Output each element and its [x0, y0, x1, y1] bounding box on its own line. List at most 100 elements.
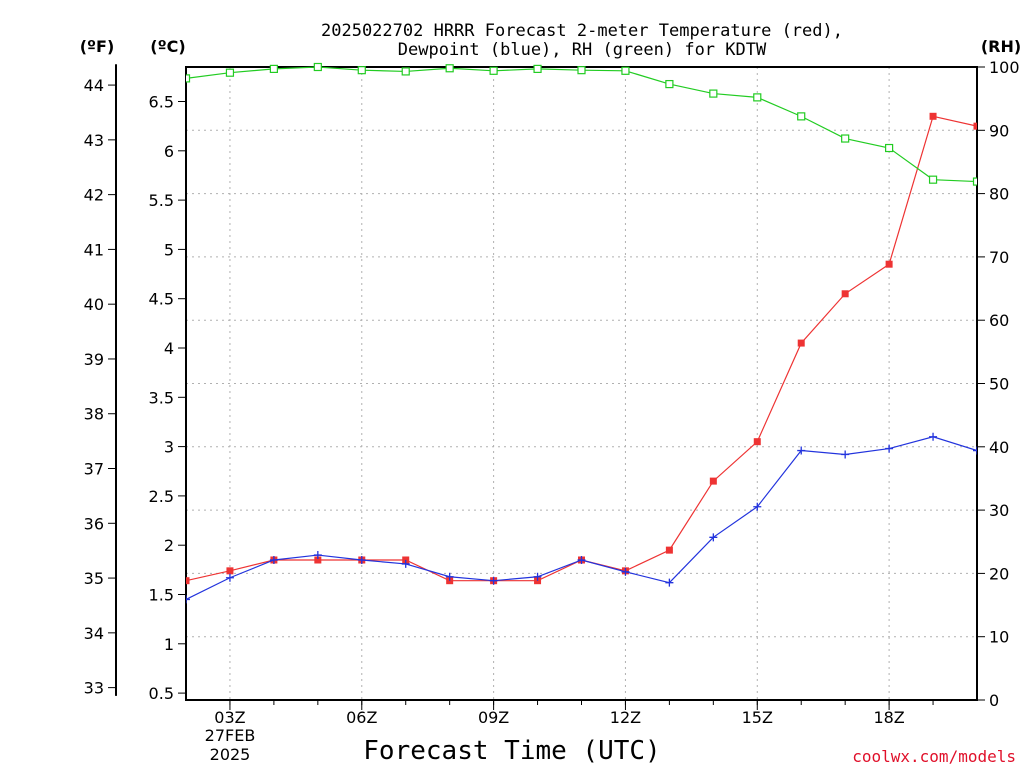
y-tick-label-celsius: 5.5: [149, 191, 174, 210]
data-point-rh: [577, 66, 586, 75]
y-tick-label-celsius: 4: [164, 339, 174, 358]
data-point-rh: [313, 62, 322, 72]
data-point-rh: [489, 66, 498, 75]
data-point-dewpoint: [797, 446, 806, 455]
data-point-rh: [797, 112, 806, 121]
x-tick-label: 15Z: [742, 708, 773, 727]
data-point-dewpoint: [665, 578, 674, 587]
data-point-dewpoint: [577, 555, 586, 564]
y-tick-label-fahrenheit: 37: [84, 460, 104, 479]
series-line-temperature: [186, 115, 977, 582]
y-tick-label-rh: 10: [989, 628, 1009, 647]
data-point-dewpoint: [885, 444, 894, 453]
data-point-rh: [753, 93, 762, 102]
series-line-dewpoint: [186, 436, 977, 600]
y-tick-label-celsius: 6.5: [149, 93, 174, 112]
data-point-rh: [533, 64, 542, 73]
y-tick-label-fahrenheit: 36: [84, 514, 104, 533]
unit-label-fahrenheit: (ºF): [80, 37, 115, 56]
data-point-dewpoint: [401, 559, 410, 568]
chart-title-line2: Dewpoint (blue), RH (green) for KDTW: [398, 40, 767, 60]
data-point-rh: [885, 143, 894, 153]
data-point-rh: [972, 177, 977, 186]
y-tick-label-celsius: 4.5: [149, 290, 174, 309]
data-point-dewpoint: [621, 567, 630, 576]
x-tick-label: 03Z: [214, 708, 245, 727]
y-tick-label-fahrenheit: 34: [84, 624, 104, 643]
y-tick-label-rh: 20: [989, 564, 1009, 583]
data-point-temperature: [226, 567, 234, 575]
y-tick-label-celsius: 5: [164, 240, 174, 259]
y-tick-label-celsius: 6: [164, 142, 174, 161]
data-point-dewpoint: [709, 533, 718, 542]
data-point-rh: [709, 89, 718, 98]
unit-label-celsius: (ºC): [150, 37, 185, 56]
data-point-dewpoint: [841, 450, 850, 459]
data-point-rh: [186, 74, 191, 83]
x-tick-label: 06Z: [346, 708, 377, 727]
data-point-rh: [841, 134, 850, 143]
y-tick-label-rh: 0: [989, 691, 999, 710]
date-label-day: 27FEB: [205, 726, 256, 745]
y-tick-label-fahrenheit: 44: [84, 76, 104, 95]
date-label-year: 2025: [210, 745, 251, 764]
grid: [186, 67, 977, 700]
data-point-rh: [665, 79, 674, 89]
x-tick-label: 12Z: [610, 708, 641, 727]
data-point-dewpoint: [269, 555, 278, 564]
data-point-temperature: [186, 577, 190, 585]
y-tick-label-rh: 80: [989, 185, 1009, 204]
data-point-rh: [445, 64, 454, 73]
y-tick-label-fahrenheit: 38: [84, 405, 104, 424]
y-tick-label-rh: 60: [989, 311, 1009, 330]
data-point-rh: [357, 66, 366, 75]
series-line-rh: [186, 66, 977, 183]
y-tick-label-rh: 90: [989, 121, 1009, 140]
data-point-temperature: [885, 260, 893, 268]
data-point-temperature: [753, 438, 761, 446]
data-point-dewpoint: [929, 432, 938, 441]
series-layer: [186, 62, 977, 604]
data-point-rh: [621, 66, 630, 75]
data-point-dewpoint: [753, 502, 762, 511]
data-point-dewpoint: [445, 572, 454, 581]
axes: 0.5 1 1.5 2 2.5 3 3.5 4 4.5 5 5.5 6 6.5 33 34 35 36 37 38 3…: [84, 58, 1020, 727]
data-point-dewpoint: [489, 576, 498, 585]
data-point-dewpoint: [357, 555, 366, 564]
data-point-temperature: [841, 290, 849, 298]
y-tick-label-celsius: 3: [164, 438, 174, 457]
y-tick-label-celsius: 1.5: [149, 586, 174, 605]
x-axis-label: Forecast Time (UTC): [363, 736, 660, 766]
y-tick-label-fahrenheit: 41: [84, 240, 104, 259]
y-tick-label-fahrenheit: 35: [84, 569, 104, 588]
data-point-dewpoint: [225, 573, 234, 582]
y-tick-label-fahrenheit: 39: [84, 350, 104, 369]
y-tick-label-celsius: 2.5: [149, 487, 174, 506]
data-point-temperature: [797, 339, 805, 347]
chart-title-line1: 2025022702 HRRR Forecast 2-meter Tempera…: [321, 21, 843, 41]
data-point-temperature: [709, 477, 717, 485]
data-point-temperature: [973, 122, 977, 130]
y-tick-label-rh: 70: [989, 248, 1009, 267]
y-tick-label-celsius: 1: [164, 635, 174, 654]
data-point-temperature: [929, 112, 937, 120]
y-tick-label-fahrenheit: 42: [84, 186, 104, 205]
y-tick-label-fahrenheit: 40: [84, 295, 104, 314]
data-point-rh: [928, 175, 938, 184]
x-tick-label: 09Z: [478, 708, 509, 727]
y-tick-label-celsius: 3.5: [149, 388, 174, 407]
data-point-dewpoint: [186, 595, 190, 604]
y-tick-label-rh: 50: [989, 375, 1009, 394]
data-point-dewpoint: [533, 572, 542, 581]
credit-text: coolwx.com/models: [852, 747, 1016, 766]
data-point-dewpoint: [313, 551, 322, 560]
x-tick-label: 18Z: [873, 708, 904, 727]
y-tick-label-celsius: 0.5: [149, 684, 174, 703]
y-tick-label-fahrenheit: 43: [84, 131, 104, 150]
data-point-temperature: [665, 546, 673, 554]
y-tick-label-rh: 30: [989, 501, 1009, 520]
y-tick-label-fahrenheit: 33: [84, 679, 104, 698]
data-point-rh: [269, 64, 278, 73]
data-point-dewpoint: [973, 446, 977, 455]
